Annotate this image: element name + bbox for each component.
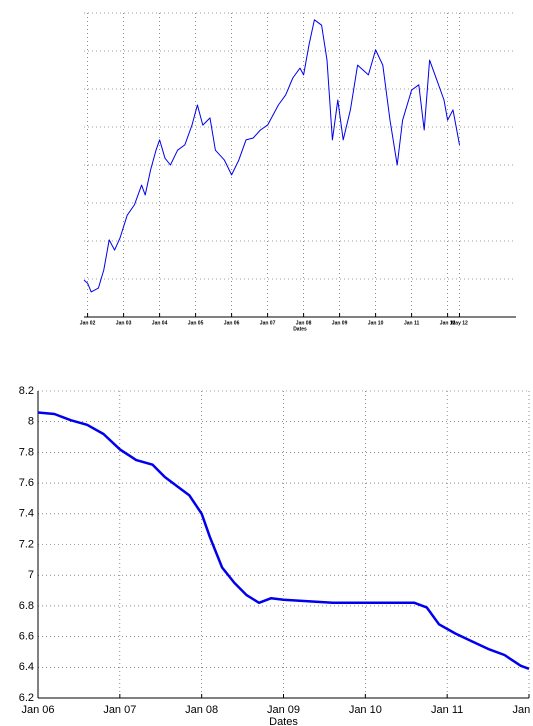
- x-tick-label: May 12: [451, 320, 468, 326]
- x-tick-label: Jan 11: [431, 704, 463, 716]
- y-tick-label: 6.8: [19, 600, 34, 612]
- y-tick-label: 7.4: [19, 508, 34, 520]
- line-series: [37, 411, 530, 670]
- y-tick-label: 6.6: [19, 631, 34, 643]
- x-tick-label: Jan 03: [116, 320, 132, 326]
- x-tick-label: Jan 07: [260, 320, 276, 326]
- y-tick-label: 7: [28, 569, 34, 581]
- x-tick-label: Jan 08: [185, 704, 218, 716]
- y-tick-label: 8: [28, 416, 34, 428]
- y-tick-label: 7.2: [19, 538, 34, 550]
- y-tick-label: 7.8: [19, 446, 34, 458]
- x-axis-label: Dates: [269, 716, 298, 726]
- x-tick-label: Jan 12: [440, 320, 456, 326]
- x-tick-label: Jan 06: [21, 704, 54, 716]
- x-tick-label: Jan 07: [103, 704, 136, 716]
- x-tick-label: Jan 05: [188, 320, 204, 326]
- x-tick-label: Jan 06: [224, 320, 240, 326]
- x-tick-label: Jan 09: [267, 704, 300, 716]
- x-tick-label: Jan 10: [368, 320, 384, 326]
- y-tick-label: 7.6: [19, 477, 34, 489]
- x-tick-label: Jan 09: [332, 320, 348, 326]
- y-tick-label: 6.2: [19, 692, 34, 704]
- x-tick-label: Jan 11: [404, 320, 420, 326]
- x-tick-label: Jan 04: [152, 320, 168, 326]
- x-axis-label: Dates: [293, 326, 307, 332]
- x-tick-label: Jan 12: [512, 704, 533, 716]
- x-tick-label: Jan 10: [349, 704, 382, 716]
- y-tick-label: 8.2: [19, 385, 34, 397]
- y-tick-label: 6.4: [19, 661, 34, 673]
- x-tick-label: Jan 02: [80, 320, 96, 326]
- line-series: [83, 19, 460, 293]
- x-tick-label: Jan 08: [296, 320, 312, 326]
